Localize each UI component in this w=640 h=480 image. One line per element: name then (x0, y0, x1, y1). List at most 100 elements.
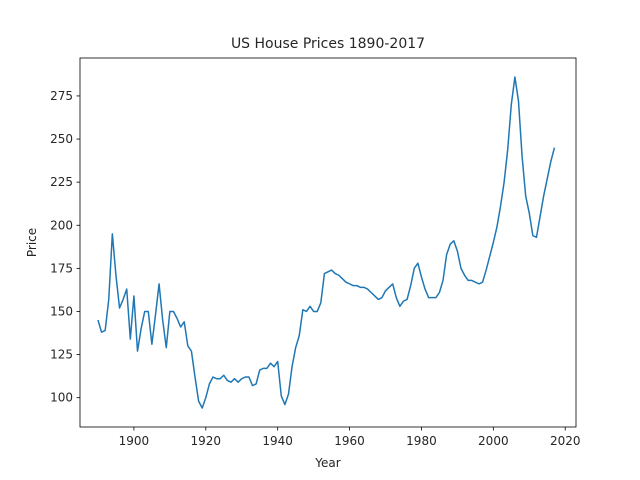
data-points (97, 76, 556, 409)
y-tick-label: 275 (50, 89, 73, 103)
data-point (154, 314, 156, 316)
data-point (223, 374, 225, 376)
data-point (115, 274, 117, 276)
data-point (255, 383, 257, 385)
y-tick-label: 200 (50, 218, 73, 232)
data-point (276, 360, 278, 362)
data-point (312, 310, 314, 312)
data-point (215, 378, 217, 380)
data-point (241, 378, 243, 380)
data-point (409, 284, 411, 286)
data-point (524, 195, 526, 197)
data-point (158, 283, 160, 285)
y-tick-label: 225 (50, 175, 73, 189)
data-point (402, 300, 404, 302)
data-point (399, 305, 401, 307)
data-point (542, 195, 544, 197)
data-point (143, 310, 145, 312)
data-point (449, 243, 451, 245)
y-tick-label: 150 (50, 304, 73, 318)
x-tick-label: 1980 (406, 434, 437, 448)
data-point (226, 379, 228, 381)
y-axis-label: Price (25, 228, 39, 257)
data-point (384, 290, 386, 292)
data-point (208, 383, 210, 385)
data-point (463, 274, 465, 276)
data-point (201, 407, 203, 409)
data-point (341, 278, 343, 280)
y-tick-label: 125 (50, 348, 73, 362)
data-point (172, 310, 174, 312)
data-point (489, 255, 491, 257)
data-point (535, 236, 537, 238)
data-point (147, 310, 149, 312)
data-point (316, 310, 318, 312)
data-point (259, 369, 261, 371)
data-point (165, 346, 167, 348)
data-point (427, 296, 429, 298)
data-point (129, 338, 131, 340)
data-point (460, 267, 462, 269)
data-point (485, 269, 487, 271)
data-point (453, 240, 455, 242)
data-point (133, 295, 135, 297)
data-point (507, 148, 509, 150)
data-point (521, 155, 523, 157)
data-point (438, 291, 440, 293)
data-point (151, 343, 153, 345)
data-point (118, 307, 120, 309)
data-point (348, 283, 350, 285)
data-point (467, 279, 469, 281)
data-point (445, 253, 447, 255)
x-tick-label: 2020 (550, 434, 581, 448)
data-point (176, 317, 178, 319)
data-point (97, 319, 99, 321)
data-point (190, 350, 192, 352)
data-point (205, 396, 207, 398)
data-point (320, 302, 322, 304)
data-point (435, 296, 437, 298)
data-point (370, 291, 372, 293)
data-point (298, 334, 300, 336)
x-tick-label: 1960 (334, 434, 365, 448)
data-point (474, 281, 476, 283)
x-tick-label: 1920 (191, 434, 222, 448)
data-point (374, 295, 376, 297)
data-point (359, 286, 361, 288)
data-point (140, 328, 142, 330)
data-point (391, 283, 393, 285)
data-point (294, 346, 296, 348)
data-point (244, 376, 246, 378)
data-point (345, 281, 347, 283)
data-point (323, 272, 325, 274)
data-point (161, 319, 163, 321)
data-point (126, 288, 128, 290)
data-point (330, 269, 332, 271)
data-point (100, 331, 102, 333)
data-point (169, 310, 171, 312)
data-point (251, 384, 253, 386)
data-point (111, 233, 113, 235)
data-point (431, 296, 433, 298)
data-point (510, 103, 512, 105)
data-point (363, 286, 365, 288)
y-tick-label: 250 (50, 132, 73, 146)
data-point (262, 367, 264, 369)
data-point (442, 279, 444, 281)
data-point (273, 365, 275, 367)
data-point (230, 381, 232, 383)
data-point (108, 298, 110, 300)
data-point (517, 100, 519, 102)
x-tick-label: 1940 (262, 434, 293, 448)
data-point (136, 350, 138, 352)
data-point (352, 284, 354, 286)
data-point (212, 376, 214, 378)
data-point (417, 262, 419, 264)
data-point (280, 395, 282, 397)
data-point (233, 378, 235, 380)
data-point (413, 267, 415, 269)
data-point (381, 296, 383, 298)
data-point (309, 305, 311, 307)
data-point (287, 393, 289, 395)
